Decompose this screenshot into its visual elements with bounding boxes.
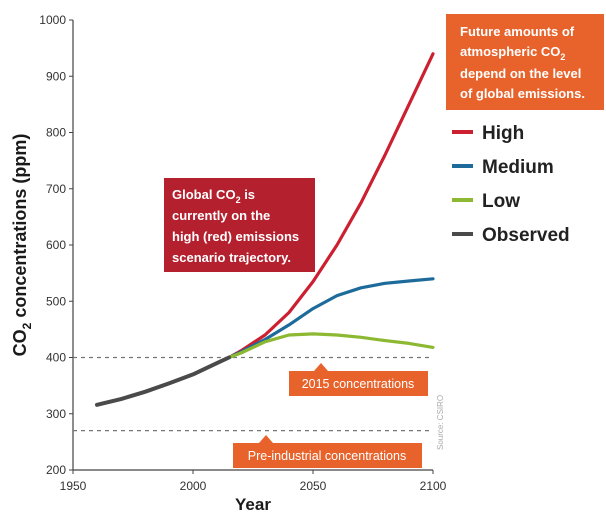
series-lines <box>95 52 435 407</box>
y-axis-title-sub: 2 <box>20 322 34 329</box>
info-box-future-line2: atmospheric CO2 <box>460 44 565 62</box>
series-line-low <box>227 332 435 360</box>
info-box-future: Future amounts of atmospheric CO2 depend… <box>446 14 604 110</box>
callout-2015: 2015 concentrations <box>289 363 428 396</box>
info-box-trajectory-bg <box>164 178 315 272</box>
x-tick-label: 2100 <box>420 479 447 493</box>
callout-2015-label: 2015 concentrations <box>302 377 415 391</box>
x-tick-label: 2050 <box>300 479 327 493</box>
info-box-future-line4: of global emissions. <box>460 86 585 101</box>
callout-2015-box <box>289 371 428 396</box>
info-box-future-line1: Future amounts of <box>460 24 575 39</box>
info-box-trajectory-line2: currently on the <box>172 208 270 223</box>
info-box-trajectory-line4: scenario trajectory. <box>172 250 291 265</box>
info-box-future-line3: depend on the level <box>460 66 581 81</box>
legend: High Medium Low Observed <box>452 123 570 246</box>
callout-preindustrial-label: Pre-industrial concentrations <box>248 449 406 463</box>
legend-label-low: Low <box>482 191 520 212</box>
legend-label-medium: Medium <box>482 157 554 178</box>
x-tick-label: 2000 <box>180 479 207 493</box>
y-tick-label: 300 <box>46 407 66 421</box>
info-box-trajectory-line3: high (red) emissions <box>172 229 299 244</box>
source-credit: Source: CSIRO <box>436 395 445 450</box>
x-axis-title: Year <box>235 495 271 514</box>
legend-label-observed: Observed <box>482 225 570 246</box>
x-ticks: 1950 2000 2050 2100 <box>60 470 447 493</box>
series-line-observed <box>95 355 231 407</box>
y-axis-title: CO2 concentrations (ppm) <box>10 134 34 357</box>
y-tick-label: 500 <box>46 294 66 308</box>
info-box-trajectory: Global CO2 is currently on the high (red… <box>164 178 315 272</box>
callout-preindustrial-pointer <box>259 435 273 443</box>
reference-lines <box>73 356 433 432</box>
y-ticks: 200 300 400 500 600 700 800 900 1000 <box>39 13 73 477</box>
callout-preindustrial-box <box>233 443 422 468</box>
y-tick-label: 400 <box>46 351 66 365</box>
info-box-future-bg <box>446 14 604 110</box>
legend-label-high: High <box>482 123 524 144</box>
y-axis-title-rest: concentrations (ppm) <box>10 134 30 323</box>
y-tick-label: 600 <box>46 238 66 252</box>
y-tick-label: 1000 <box>39 13 66 27</box>
y-tick-label: 700 <box>46 182 66 196</box>
callout-preindustrial: Pre-industrial concentrations <box>233 435 422 468</box>
x-tick-label: 1950 <box>60 479 87 493</box>
info-box-trajectory-line1: Global CO2 is <box>172 187 255 205</box>
y-tick-label: 800 <box>46 126 66 140</box>
callout-2015-pointer <box>314 363 328 371</box>
series-line-high <box>227 52 435 360</box>
y-tick-label: 900 <box>46 69 66 83</box>
y-axis-title-main: CO <box>10 329 30 356</box>
y-tick-label: 200 <box>46 463 66 477</box>
